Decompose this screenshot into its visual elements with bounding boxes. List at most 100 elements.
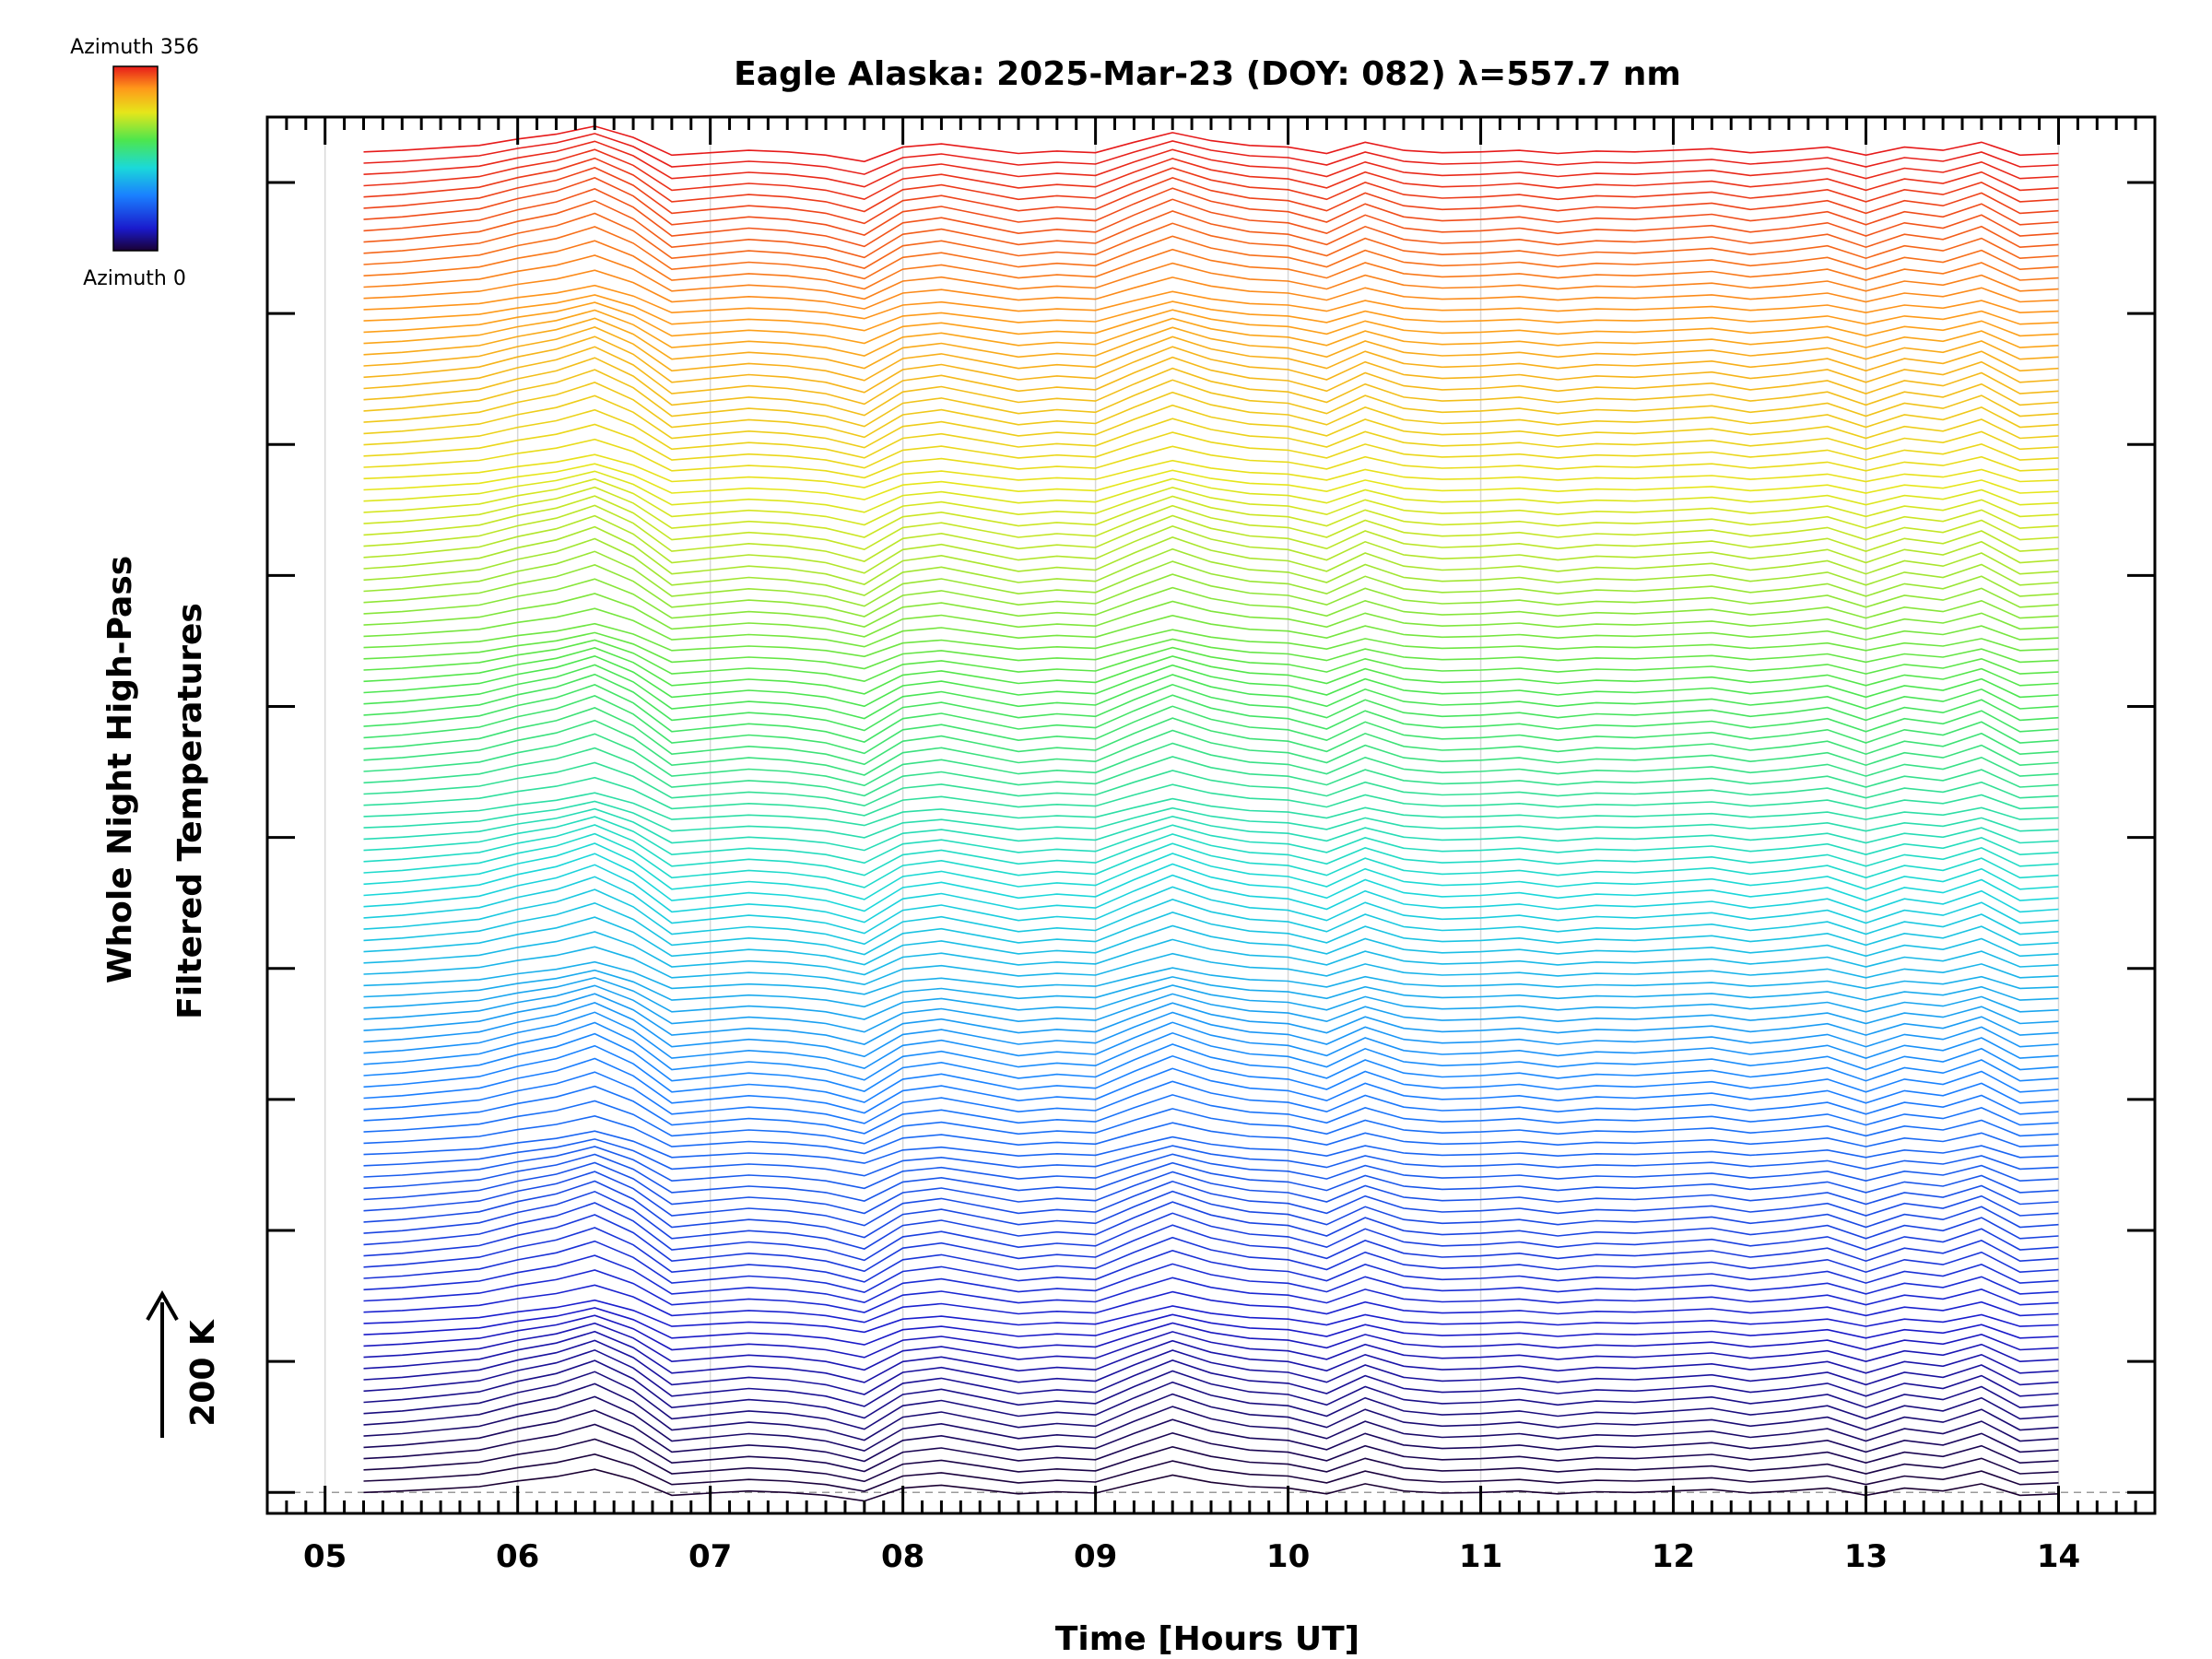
colorbar-bottom-label: Azimuth 0 <box>83 267 186 290</box>
series-line <box>363 1269 2059 1313</box>
series-line <box>363 525 2059 585</box>
series-line <box>363 664 2059 720</box>
series-line <box>363 317 2059 370</box>
series-line <box>363 960 2059 995</box>
series-line <box>363 1382 2059 1441</box>
series-line <box>363 148 2059 201</box>
x-tick-label: 08 <box>881 1538 924 1575</box>
series-line <box>363 1153 2059 1202</box>
series-line <box>363 346 2059 406</box>
series-line <box>363 125 2059 163</box>
series-line <box>363 853 2059 912</box>
series-line <box>363 969 2059 1008</box>
series-line <box>363 226 2059 280</box>
series-line <box>363 269 2059 310</box>
series-line <box>363 1002 2059 1058</box>
series-line <box>363 719 2059 776</box>
series-line <box>363 888 2059 946</box>
series-line <box>363 946 2059 986</box>
chart-title: Eagle Alaska: 2025-Mar-23 (DOY: 082) λ=5… <box>734 55 1681 93</box>
series-line <box>363 673 2059 732</box>
series-line <box>363 284 2059 320</box>
series-line <box>363 1057 2059 1114</box>
series-line <box>363 199 2059 259</box>
series-line <box>363 177 2059 236</box>
series-line <box>363 1254 2059 1304</box>
series-line <box>363 816 2059 865</box>
series-line <box>363 864 2059 924</box>
series-line <box>363 832 2059 888</box>
x-tick-label: 07 <box>688 1538 732 1575</box>
series-line <box>363 707 2059 766</box>
series-line <box>363 357 2059 417</box>
series-line <box>363 901 2059 956</box>
series-line <box>363 537 2059 596</box>
series-line <box>363 495 2059 551</box>
series-line <box>363 1284 2059 1324</box>
series-line <box>363 984 2059 1033</box>
series-line <box>363 1371 2059 1430</box>
series-line <box>363 301 2059 345</box>
series-line <box>363 1322 2059 1371</box>
series-line <box>363 792 2059 827</box>
x-tick-label: 11 <box>1459 1538 1502 1575</box>
series-line <box>363 1227 2059 1283</box>
series-line <box>363 1138 2059 1177</box>
series-line <box>363 1423 2059 1473</box>
y-axis-label-line2: Filtered Temperatures <box>171 603 209 1019</box>
series-line <box>363 1307 2059 1346</box>
series-line <box>363 1299 2059 1334</box>
series-line <box>363 504 2059 562</box>
series-line <box>363 157 2059 213</box>
series-line <box>363 240 2059 290</box>
series-line <box>363 1190 2059 1250</box>
series-line <box>363 486 2059 538</box>
series-line <box>363 1011 2059 1070</box>
series-line <box>363 326 2059 382</box>
series-line <box>363 477 2059 526</box>
axes: 05 06 07 08 09 10 11 12 13 14 <box>265 115 2157 1575</box>
series-line <box>363 1171 2059 1227</box>
series-line <box>363 931 2059 976</box>
series-line <box>363 876 2059 935</box>
series-line <box>363 1468 2059 1502</box>
series-line <box>363 1395 2059 1453</box>
series-line <box>363 824 2059 877</box>
series-line <box>363 993 2059 1045</box>
series-line <box>363 1348 2059 1407</box>
series-line <box>363 761 2059 807</box>
series-line <box>363 800 2059 839</box>
series-line <box>363 647 2059 695</box>
series-line <box>363 622 2059 658</box>
x-tick-label: 13 <box>1844 1538 1888 1575</box>
series-line <box>363 369 2059 428</box>
series-line <box>363 733 2059 787</box>
series-line <box>363 140 2059 188</box>
series-line <box>363 976 2059 1020</box>
series-line <box>363 470 2059 513</box>
series-line <box>363 423 2059 469</box>
series-line <box>363 514 2059 574</box>
x-axis-label: Time [Hours UT] <box>1055 1620 1359 1658</box>
series-line <box>363 133 2059 175</box>
series-line <box>363 842 2059 900</box>
colorbar <box>112 65 159 252</box>
series-line <box>363 1044 2059 1103</box>
series-line <box>363 1214 2059 1273</box>
series-line <box>363 1453 2059 1492</box>
series-line <box>363 550 2059 607</box>
x-tick-label: 10 <box>1266 1538 1310 1575</box>
series-line <box>363 607 2059 648</box>
series-line <box>363 695 2059 755</box>
series-line <box>363 309 2059 357</box>
series-line <box>363 593 2059 638</box>
series-line <box>363 916 2059 966</box>
series-line <box>363 1359 2059 1419</box>
series-line <box>363 1130 2059 1164</box>
series-line <box>363 684 2059 743</box>
colorbar-top-label: Azimuth 356 <box>70 36 199 59</box>
series-line <box>363 438 2059 479</box>
series-line <box>363 1021 2059 1081</box>
series-line <box>363 807 2059 852</box>
series-line <box>363 463 2059 500</box>
